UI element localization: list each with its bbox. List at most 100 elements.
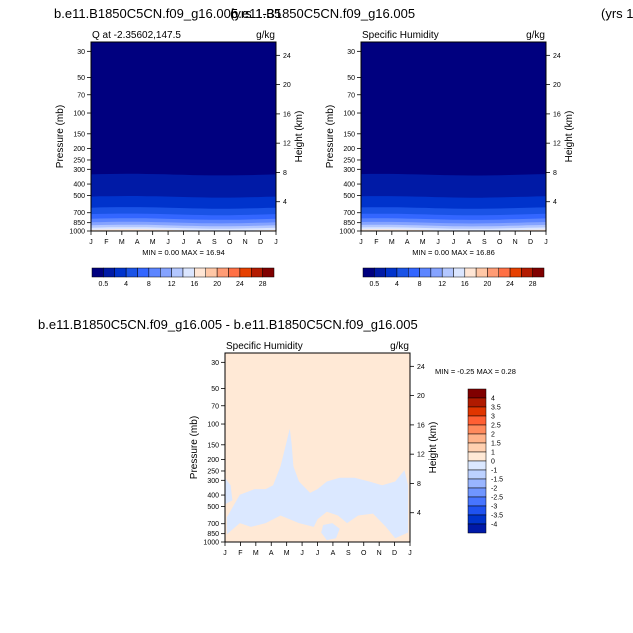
difference-colorbar-swatch [467, 388, 487, 399]
difference-colorbar-swatch [467, 523, 487, 534]
right-height-tick-label: 16 [553, 111, 561, 118]
difference-negative-region [226, 428, 409, 539]
right-min-max: MIN = 0.00 MAX = 16.86 [412, 248, 495, 257]
left-month-label: O [227, 239, 233, 246]
left-pressure-tick-label: 500 [73, 193, 85, 200]
difference-colorbar-label: 0 [491, 459, 495, 466]
right-height-tick-label: 8 [553, 170, 557, 177]
difference-colorbar-swatch [467, 424, 487, 435]
left-colorbar-swatch [216, 267, 229, 278]
right-month-label: M [420, 239, 426, 246]
difference-colorbar-label: -1.5 [491, 477, 503, 484]
left-colorbar-label: 8 [147, 281, 151, 288]
left-pressure-axis-label: Pressure (mb) [55, 105, 66, 168]
left-colorbar-swatch [91, 267, 104, 278]
difference-colorbar-label: -2 [491, 486, 497, 493]
left-colorbar-swatch [205, 267, 218, 278]
difference-month-label: J [223, 550, 227, 557]
right-colorbar-swatch [521, 267, 533, 278]
case-title-mid: b.e11.B1850C5CN.f09_g16.005 [231, 6, 416, 21]
left-colorbar-swatch [194, 267, 206, 278]
right-colorbar-swatch [453, 267, 466, 278]
right-height-tick-label: 4 [553, 199, 557, 206]
difference-month-label: O [361, 550, 367, 557]
right-colorbar-swatch [475, 267, 488, 278]
difference-min-max: MIN = -0.25 MAX = 0.28 [435, 367, 516, 376]
left-colorbar-label: 24 [236, 281, 244, 288]
difference-pressure-tick-label: 30 [211, 360, 219, 367]
difference-month-label: A [331, 550, 336, 557]
difference-colorbar-label: 1 [491, 450, 495, 457]
right-month-label: M [389, 239, 395, 246]
difference-colorbar-swatch [467, 487, 487, 498]
difference-height-tick-label: 20 [417, 393, 425, 400]
right-colorbar-label: 16 [461, 281, 469, 288]
right-colorbar-swatch [362, 267, 375, 278]
left-colorbar-label: 0.5 [99, 281, 109, 288]
difference-colorbar-label: -3.5 [491, 513, 503, 520]
right-pressure-tick-label: 100 [343, 111, 355, 118]
difference-colorbar-label: -1 [491, 468, 497, 475]
right-pressure-tick-label: 500 [343, 193, 355, 200]
left-height-axis-label: Height (km) [294, 111, 305, 163]
right-pressure-tick-label: 400 [343, 182, 355, 189]
difference-colorbar-swatch [467, 460, 487, 471]
difference-colorbar-label: 3 [491, 414, 495, 421]
left-pressure-tick-label: 400 [73, 182, 85, 189]
difference-title: b.e11.B1850C5CN.f09_g16.005 - b.e11.B185… [38, 317, 418, 332]
difference-month-label: D [392, 550, 397, 557]
right-colorbar-label: 20 [484, 281, 492, 288]
difference-negative-region [321, 523, 340, 541]
difference-pressure-tick-label: 1000 [203, 540, 219, 547]
difference-pressure-tick-label: 850 [207, 531, 219, 538]
right-units-label: g/kg [526, 30, 545, 41]
left-colorbar-swatch [148, 267, 161, 278]
difference-month-label: M [253, 550, 259, 557]
difference-height-tick-label: 8 [417, 481, 421, 488]
right-month-label: J [436, 239, 440, 246]
right-colorbar-label: 0.5 [369, 281, 379, 288]
left-height-tick-label: 16 [283, 111, 291, 118]
left-month-label: M [119, 239, 125, 246]
left-height-tick-label: 8 [283, 170, 287, 177]
right-height-axis-label: Height (km) [564, 111, 575, 163]
difference-pressure-tick-label: 400 [207, 493, 219, 500]
right-colorbar-swatch [532, 267, 545, 278]
right-month-label: D [528, 239, 533, 246]
left-colorbar-label: 12 [168, 281, 176, 288]
difference-month-label: S [346, 550, 351, 557]
right-colorbar-swatch [464, 267, 477, 278]
left-month-label: A [135, 239, 140, 246]
difference-height-tick-label: 24 [417, 364, 425, 371]
left-colorbar-label: 20 [213, 281, 221, 288]
difference-colorbar-swatch [467, 397, 487, 408]
left-pressure-tick-label: 50 [77, 75, 85, 82]
right-colorbar-swatch [408, 267, 420, 278]
difference-month-label: J [408, 550, 412, 557]
difference-pressure-axis-label: Pressure (mb) [189, 416, 200, 479]
difference-colorbar-label: -3 [491, 504, 497, 511]
left-pressure-tick-label: 300 [73, 167, 85, 174]
left-colorbar-swatch [125, 267, 138, 278]
left-height-tick-label: 24 [283, 53, 291, 60]
difference-height-tick-label: 16 [417, 422, 425, 429]
left-colorbar-swatch [114, 267, 127, 278]
difference-colorbar-swatch [467, 478, 487, 489]
difference-negative-region [225, 477, 233, 505]
difference-month-label: J [300, 550, 304, 557]
left-pressure-tick-label: 100 [73, 111, 85, 118]
right-pressure-tick-label: 200 [343, 146, 355, 153]
left-month-label: A [197, 239, 202, 246]
right-pressure-axis-label: Pressure (mb) [325, 105, 336, 168]
difference-height-axis-label: Height (km) [428, 422, 439, 474]
right-pressure-tick-label: 1000 [339, 229, 355, 236]
left-colorbar-swatch [251, 267, 263, 278]
left-colorbar-swatch [228, 267, 241, 278]
difference-colorbar-swatch [467, 406, 487, 417]
left-month-label: J [182, 239, 186, 246]
left-month-label: M [150, 239, 156, 246]
right-colorbar-swatch [441, 267, 454, 278]
difference-pressure-tick-label: 70 [211, 403, 219, 410]
right-pressure-tick-label: 50 [347, 75, 355, 82]
